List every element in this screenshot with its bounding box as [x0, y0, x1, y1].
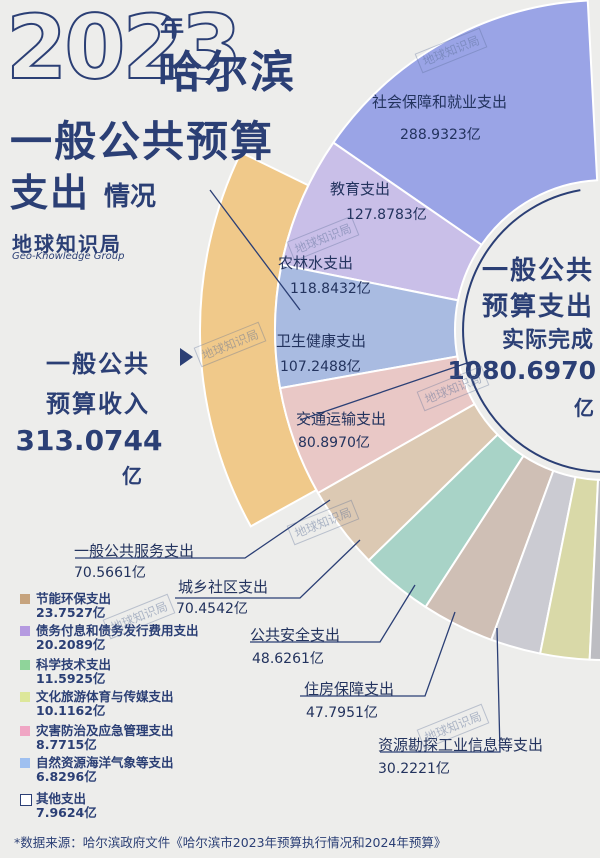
segment-value-9: 47.7951亿	[306, 705, 378, 721]
legend-name: 债务付息和债务发行费用支出	[36, 623, 199, 638]
income-label-line1: 一般公共	[46, 350, 150, 378]
leader-line-6	[209, 189, 301, 311]
segment-value-8: 48.6261亿	[252, 651, 324, 667]
brand-name-en: Geo-Knowledge Group	[12, 251, 125, 262]
leader-line-5	[380, 627, 501, 753]
segment-value-7: 70.4542亿	[176, 601, 248, 617]
segment-label-5: 交通运输支出	[296, 410, 387, 428]
legend-name: 科学技术支出	[36, 657, 112, 672]
expenditure-segment-1	[331, 0, 599, 247]
data-source: *数据来源：哈尔滨政府文件《哈尔滨市2023年预算执行情况和2024年预算》	[14, 835, 447, 850]
title-line2a: 支出	[10, 171, 91, 215]
legend-value: 7.9624亿	[36, 805, 97, 820]
legend-value: 6.8296亿	[36, 769, 97, 784]
legend-value: 10.1162亿	[36, 703, 106, 718]
segment-label-8: 公共安全支出	[250, 626, 341, 644]
segment-label-7: 城乡社区支出	[178, 578, 269, 596]
legend-value: 20.2089亿	[36, 637, 106, 652]
legend-swatch	[20, 660, 30, 670]
legend-value: 8.7715亿	[36, 737, 97, 752]
expenditure-value: 1080.6970	[447, 356, 596, 385]
segment-label-10: 资源勘探工业信息等支出	[378, 736, 544, 754]
expenditure-segment-10	[588, 478, 600, 661]
income-arrow-icon	[180, 348, 193, 366]
year-heading: 2023	[5, 0, 243, 99]
segment-label-3: 农林水支出	[278, 254, 354, 272]
inner-guide-arc	[462, 189, 600, 473]
legend-swatch	[20, 794, 32, 806]
legend-swatch	[20, 692, 30, 702]
segment-label-9: 住房保障支出	[304, 680, 395, 698]
income-unit: 亿	[122, 464, 142, 488]
city-name: 哈尔滨	[158, 47, 296, 98]
leader-line-4	[300, 611, 456, 697]
segment-value-4: 107.2488亿	[280, 359, 361, 375]
leader-line-3	[250, 584, 416, 643]
expenditure-label-line1: 一般公共	[481, 256, 594, 286]
segment-label-2: 教育支出	[330, 180, 391, 198]
legend-value: 11.5925亿	[36, 671, 106, 686]
segment-label-1: 社会保障和就业支出	[372, 93, 508, 111]
leader-line-7	[299, 361, 471, 421]
legend-swatch	[20, 758, 30, 768]
income-label-line2: 预算收入	[46, 390, 150, 418]
legend-name: 节能环保支出	[36, 591, 112, 606]
segment-value-10: 30.2221亿	[378, 761, 450, 777]
legend-swatch	[20, 626, 30, 636]
segment-value-3: 118.8432亿	[290, 281, 371, 297]
leader-line-2	[175, 539, 361, 599]
title-line2b: 情况	[104, 182, 157, 212]
title-line1: 一般公共预算	[10, 117, 275, 166]
legend-name: 自然资源海洋气象等支出	[36, 755, 174, 770]
legend-swatch	[20, 594, 30, 604]
segment-value-5: 80.8970亿	[298, 435, 370, 451]
expenditure-label-line2: 预算支出	[481, 292, 594, 322]
segment-value-1: 288.9323亿	[400, 127, 481, 143]
year-suffix: 年	[160, 14, 184, 42]
expenditure-unit: 亿	[574, 396, 594, 420]
legend-name: 灾害防治及应急管理支出	[36, 723, 174, 738]
segment-label-4: 卫生健康支出	[276, 332, 367, 350]
leader-line-1	[75, 499, 331, 559]
brand-name: 地球知识局	[12, 232, 122, 256]
segment-value-6: 70.5661亿	[74, 565, 146, 581]
expenditure-label-line3: 实际完成	[501, 328, 594, 353]
legend-name: 其他支出	[36, 791, 87, 806]
income-value: 313.0744	[15, 424, 163, 457]
legend-value: 23.7527亿	[36, 605, 106, 620]
legend-swatch	[20, 726, 30, 736]
segment-label-6: 一般公共服务支出	[74, 542, 195, 560]
segment-value-2: 127.8783亿	[346, 207, 427, 223]
legend-name: 文化旅游体育与传媒支出	[36, 689, 174, 704]
